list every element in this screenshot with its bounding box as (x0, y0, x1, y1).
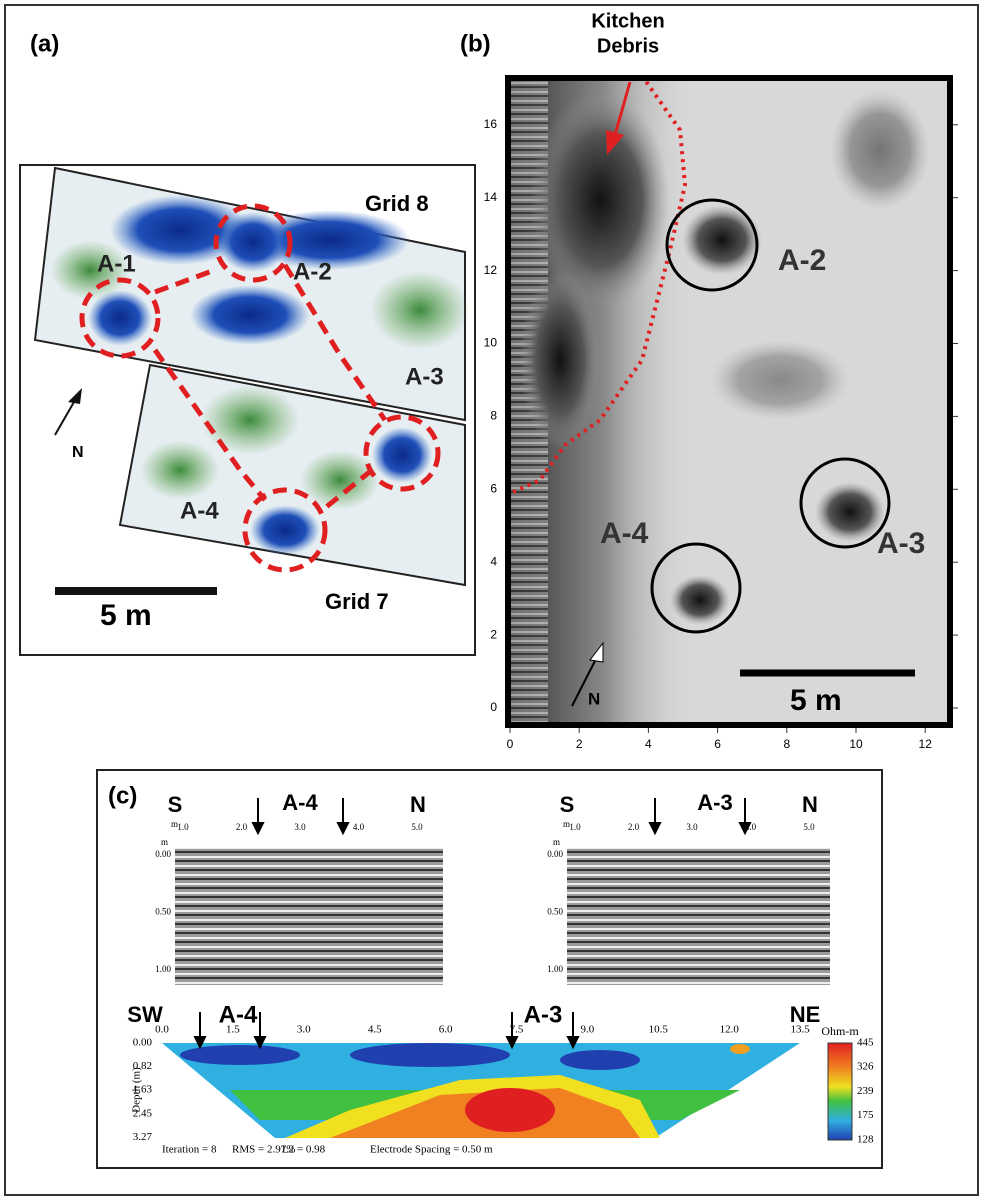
panel-label: (b) (460, 30, 491, 57)
depth-tick: 0.50 (155, 907, 171, 917)
anomaly-label: A-4 (219, 1001, 258, 1028)
distance-tick: 6.0 (439, 1024, 453, 1036)
distance-tick: 3.0 (686, 822, 698, 832)
x-tick-label: 12 (919, 737, 933, 751)
depth-tick: 0.82 (133, 1060, 152, 1072)
anomaly-label: A-4 (282, 790, 318, 815)
distance-tick: 2.0 (236, 822, 248, 832)
depth-tick: 0.50 (547, 907, 563, 917)
x-tick-label: 6 (714, 737, 721, 751)
grid-label: Grid 8 (365, 191, 429, 216)
y-tick-label: 4 (490, 554, 497, 568)
distance-tick: 0.0 (155, 1024, 169, 1036)
panel-b-map (505, 75, 953, 728)
y-tick-label: 8 (490, 409, 497, 423)
depth-tick: 0.00 (547, 849, 563, 859)
anomaly-label: A-2 (778, 244, 826, 277)
distance-tick: 5.0 (803, 822, 815, 832)
colorbar-tick: 128 (857, 1133, 874, 1145)
x-tick-label: 8 (783, 737, 790, 751)
depth-tick: 0.00 (133, 1037, 153, 1049)
depth-tick: 1.00 (155, 964, 171, 974)
annotation: Kitchen (591, 10, 664, 32)
y-tick-label: 10 (484, 336, 498, 350)
footer-text: Electrode Spacing = 0.50 m (370, 1144, 493, 1156)
footer-text: RMS = 2.97% (232, 1144, 295, 1156)
x-tick-label: 10 (849, 737, 863, 751)
distance-tick: 12.0 (720, 1024, 740, 1036)
colorbar-tick: 239 (857, 1085, 874, 1097)
distance-tick: 9.0 (581, 1024, 595, 1036)
profile-end: NE (790, 1002, 821, 1027)
y-tick-label: 0 (490, 700, 497, 714)
depth-tick: 2.45 (133, 1107, 153, 1119)
distance-tick: 1.5 (226, 1024, 240, 1036)
north-label: N (72, 444, 84, 461)
x-tick-label: 4 (645, 737, 652, 751)
annotation: Debris (597, 35, 659, 57)
y-tick-label: 6 (490, 481, 497, 495)
distance-tick: 4.0 (353, 822, 365, 832)
distance-tick: 3.0 (297, 1024, 311, 1036)
distance-tick: 4.0 (745, 822, 757, 832)
anomaly-label: A-4 (600, 517, 649, 550)
distance-tick: 4.5 (368, 1024, 382, 1036)
distance-tick: 1.0 (177, 822, 189, 832)
distance-tick: 2.0 (628, 822, 640, 832)
anomaly-label: A-3 (524, 1001, 563, 1028)
y-tick-label: 14 (484, 190, 498, 204)
profile-end: S (560, 792, 575, 817)
anomaly-label: A-3 (877, 527, 925, 560)
panel-c-images (162, 798, 853, 1141)
colorbar-tick: 445 (857, 1037, 874, 1049)
distance-tick: 3.0 (294, 822, 306, 832)
scale-label: 5 m (100, 599, 152, 632)
depth-tick: 1.63 (133, 1084, 153, 1096)
panel-label: (c) (108, 782, 137, 809)
unit-label: m (563, 819, 570, 829)
north-label: N (588, 689, 600, 708)
distance-tick: 5.0 (411, 822, 423, 832)
depth-tick: 1.00 (547, 964, 563, 974)
profile-end: N (802, 792, 818, 817)
distance-tick: 10.5 (649, 1024, 669, 1036)
axis-title: Depth (m) (131, 1067, 143, 1113)
colorbar-unit: Ohm-m (821, 1024, 859, 1038)
unit-label: m (161, 837, 168, 847)
x-tick-label: 2 (576, 737, 583, 751)
y-tick-label: 16 (484, 117, 498, 131)
colorbar-tick: 175 (857, 1109, 874, 1121)
anomaly-label: A-1 (97, 250, 136, 277)
profile-end: N (410, 792, 426, 817)
distance-tick: 1.0 (569, 822, 581, 832)
y-tick-label: 2 (490, 627, 497, 641)
scale-label: 5 m (790, 684, 842, 717)
x-tick-label: 0 (507, 737, 514, 751)
grid-label: Grid 7 (325, 589, 389, 614)
depth-tick: 0.00 (155, 849, 171, 859)
footer-text: Iteration = 8 (162, 1144, 217, 1156)
anomaly-label: A-3 (697, 790, 732, 815)
distance-tick: 7.5 (510, 1024, 524, 1036)
panel-label: (a) (30, 30, 59, 57)
colorbar-tick: 326 (857, 1061, 874, 1073)
anomaly-label: A-3 (405, 363, 444, 390)
panel-a-box (19, 164, 476, 656)
unit-label: m (171, 819, 178, 829)
anomaly-label: A-2 (293, 258, 332, 285)
y-tick-label: 12 (484, 263, 498, 277)
anomaly-label: A-4 (180, 497, 219, 524)
footer-text: L2 = 0.98 (282, 1144, 326, 1156)
panel-a-map (33, 166, 470, 595)
distance-tick: 13.5 (790, 1024, 810, 1036)
depth-tick: 3.27 (133, 1131, 153, 1143)
panel-c-box (96, 769, 883, 1169)
profile-end: SW (127, 1002, 163, 1027)
frame (4, 4, 979, 1196)
profile-end: S (168, 792, 183, 817)
unit-label: m (553, 837, 560, 847)
